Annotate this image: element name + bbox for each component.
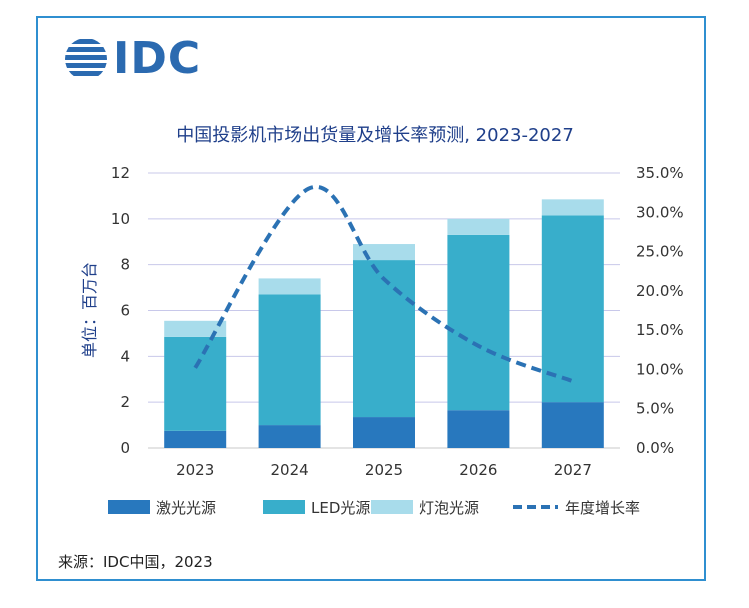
bar-segment-lamp [353, 244, 415, 261]
y2-tick-label: 30.0% [636, 203, 684, 221]
chart-title: 中国投影机市场出货量及增长率预测, 2023-2027 [176, 125, 574, 146]
legend-lamp-label: 灯泡光源 [419, 499, 479, 517]
bar-segment-laser [164, 430, 227, 448]
idc-globe-icon [65, 39, 107, 76]
source-note: 来源：IDC中国，2023 [58, 553, 213, 571]
bar-segment-led [164, 336, 227, 431]
bar-segment-led [447, 234, 510, 411]
x-tick-label: 2025 [365, 461, 403, 479]
bar-segment-laser [353, 417, 415, 448]
bar-segment-laser [258, 425, 321, 448]
y-tick-label: 8 [120, 256, 130, 274]
y2-tick-label: 5.0% [636, 400, 674, 418]
bar-segment-laser [541, 402, 604, 448]
bar-segment-lamp [541, 199, 604, 216]
y-tick-label: 2 [120, 393, 130, 411]
y2-tick-label: 35.0% [636, 164, 684, 182]
bar-segment-lamp [447, 218, 510, 235]
y2-tick-label: 10.0% [636, 360, 684, 378]
y2-tick-label: 0.0% [636, 439, 674, 457]
x-tick-label: 2026 [459, 461, 497, 479]
bar-segment-led [353, 260, 415, 418]
y2-tick-label: 20.0% [636, 282, 684, 300]
legend-laser-swatch [108, 500, 150, 514]
idc-logo: IDC [63, 36, 201, 82]
bar-segment-lamp [164, 320, 227, 337]
x-tick-label: 2024 [271, 461, 309, 479]
growth-rate-line [193, 184, 574, 384]
bar-segment-led [541, 215, 604, 403]
y-tick-label: 4 [120, 347, 130, 365]
y-tick-label: 6 [120, 302, 130, 320]
logo-text: IDC [113, 33, 202, 84]
legend-led-label: LED光源 [311, 499, 370, 517]
y2-tick-label: 25.0% [636, 243, 684, 261]
x-tick-label: 2023 [176, 461, 214, 479]
legend-lamp-swatch [371, 500, 413, 514]
y2-tick-label: 15.0% [636, 321, 684, 339]
y-tick-label: 0 [120, 439, 130, 457]
legend-led-swatch [263, 500, 305, 514]
legend-growth-label: 年度增长率 [565, 499, 640, 517]
bar-segment-laser [447, 410, 510, 448]
bar-segment-led [258, 294, 321, 426]
legend-laser-label: 激光光源 [156, 499, 216, 517]
y-tick-label: 10 [111, 210, 130, 228]
y-tick-label: 12 [111, 164, 130, 182]
y-axis-label: 单位：百万台 [80, 262, 99, 358]
x-tick-label: 2027 [554, 461, 592, 479]
bar-segment-lamp [258, 278, 321, 295]
